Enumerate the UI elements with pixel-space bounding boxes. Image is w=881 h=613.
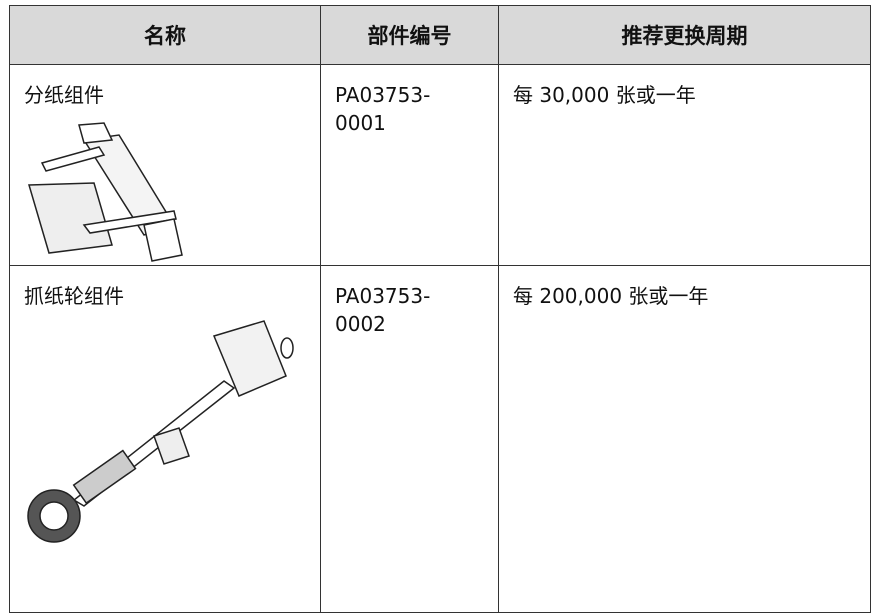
roller-assembly-illustration [27,320,294,543]
cell: 每 200,000 张或一年 [498,265,871,613]
header-cell: 名称 [9,5,321,65]
part-name: 抓纸轮组件 [24,284,124,308]
page: 名称 部件编号 推荐更换周期 分纸组件 PA03753-0001 每 30,00… [9,5,871,613]
pick-assembly-illustration [28,122,183,262]
part-name: 分纸组件 [24,83,104,107]
cell: 抓纸轮组件 [9,265,321,613]
replacement-cycle: 每 30,000 张或一年 [513,83,696,107]
parts-table: 名称 部件编号 推荐更换周期 分纸组件 PA03753-0001 每 30,00… [9,5,871,613]
part-number: PA03753-0002 [335,284,431,336]
cell: PA03753-0001 [320,64,499,266]
header-cell: 推荐更换周期 [498,5,871,65]
cell: 分纸组件 [9,64,321,266]
cell: 每 30,000 张或一年 [498,64,871,266]
table-row: 抓纸轮组件 PA03753-0002 每 200,000 张或一年 [9,265,871,613]
part-number: PA03753-0001 [335,83,431,135]
header-row: 名称 部件编号 推荐更换周期 [9,5,871,65]
header-cell: 部件编号 [320,5,499,65]
replacement-cycle: 每 200,000 张或一年 [513,284,709,308]
table-row: 分纸组件 PA03753-0001 每 30,000 张或一年 [9,64,871,266]
cell: PA03753-0002 [320,265,499,613]
